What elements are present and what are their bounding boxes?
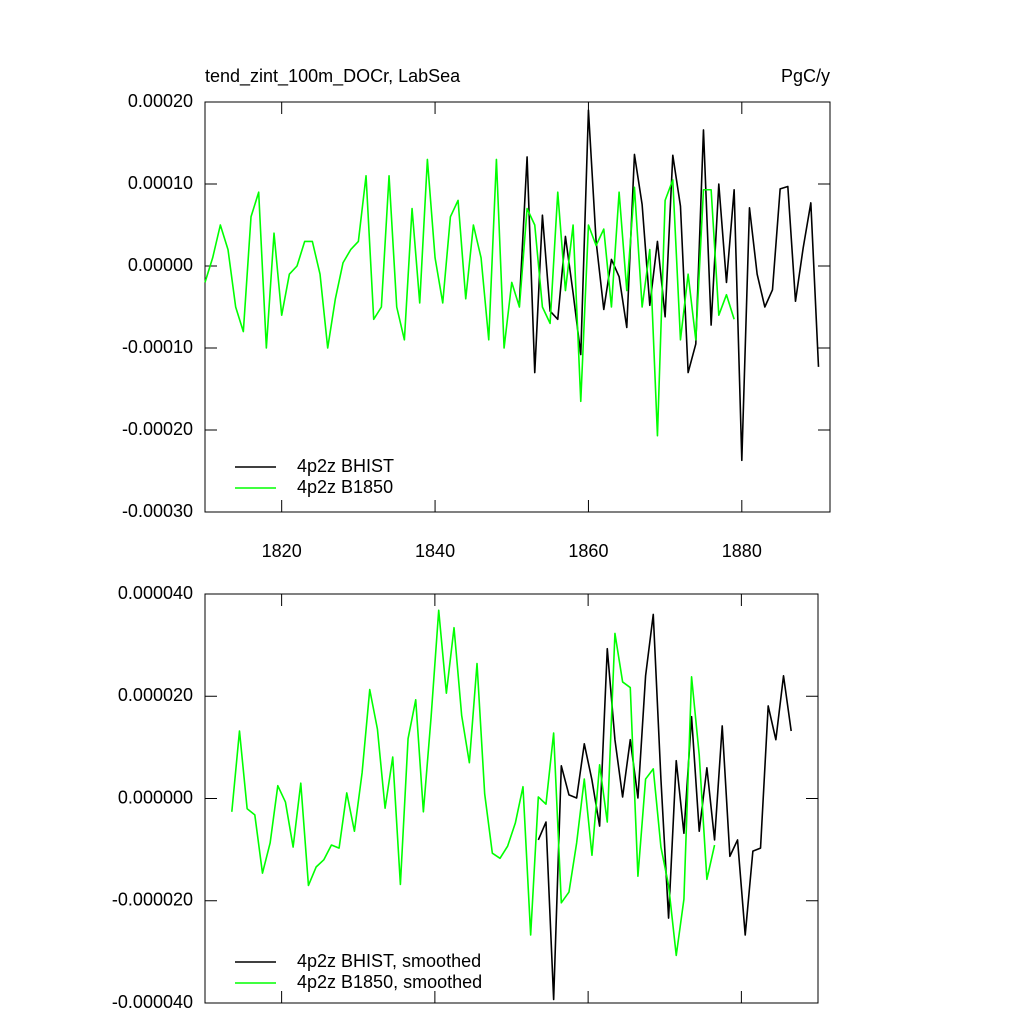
y-tick-label: 0.000000 — [118, 787, 193, 807]
y-tick-label: -0.00020 — [122, 419, 193, 439]
y-tick-label: 0.00000 — [128, 255, 193, 275]
legend-label: 4p2z BHIST, smoothed — [297, 951, 481, 971]
units-label: PgC/y — [781, 66, 830, 86]
series-line — [537, 613, 792, 1001]
series-line — [231, 609, 716, 957]
y-tick-label: -0.000020 — [112, 890, 193, 910]
y-tick-label: 0.00020 — [128, 91, 193, 111]
x-tick-label: 1860 — [568, 541, 608, 561]
plot-frame — [204, 101, 831, 513]
x-tick-label: 1840 — [415, 541, 455, 561]
y-tick-label: -0.000040 — [112, 992, 193, 1012]
y-tick-label: 0.000020 — [118, 685, 193, 705]
chart-title: tend_zint_100m_DOCr, LabSea — [205, 66, 461, 87]
series-line — [518, 109, 820, 462]
y-tick-label: -0.00010 — [122, 337, 193, 357]
y-tick-label: -0.00030 — [122, 501, 193, 521]
series-line — [204, 158, 735, 437]
legend-label: 4p2z B1850 — [297, 477, 393, 497]
legend-label: 4p2z BHIST — [297, 456, 394, 476]
y-tick-label: 0.000040 — [118, 583, 193, 603]
x-tick-label: 1820 — [262, 541, 302, 561]
legend-label: 4p2z B1850, smoothed — [297, 972, 482, 992]
y-tick-label: 0.00010 — [128, 173, 193, 193]
x-tick-label: 1880 — [722, 541, 762, 561]
